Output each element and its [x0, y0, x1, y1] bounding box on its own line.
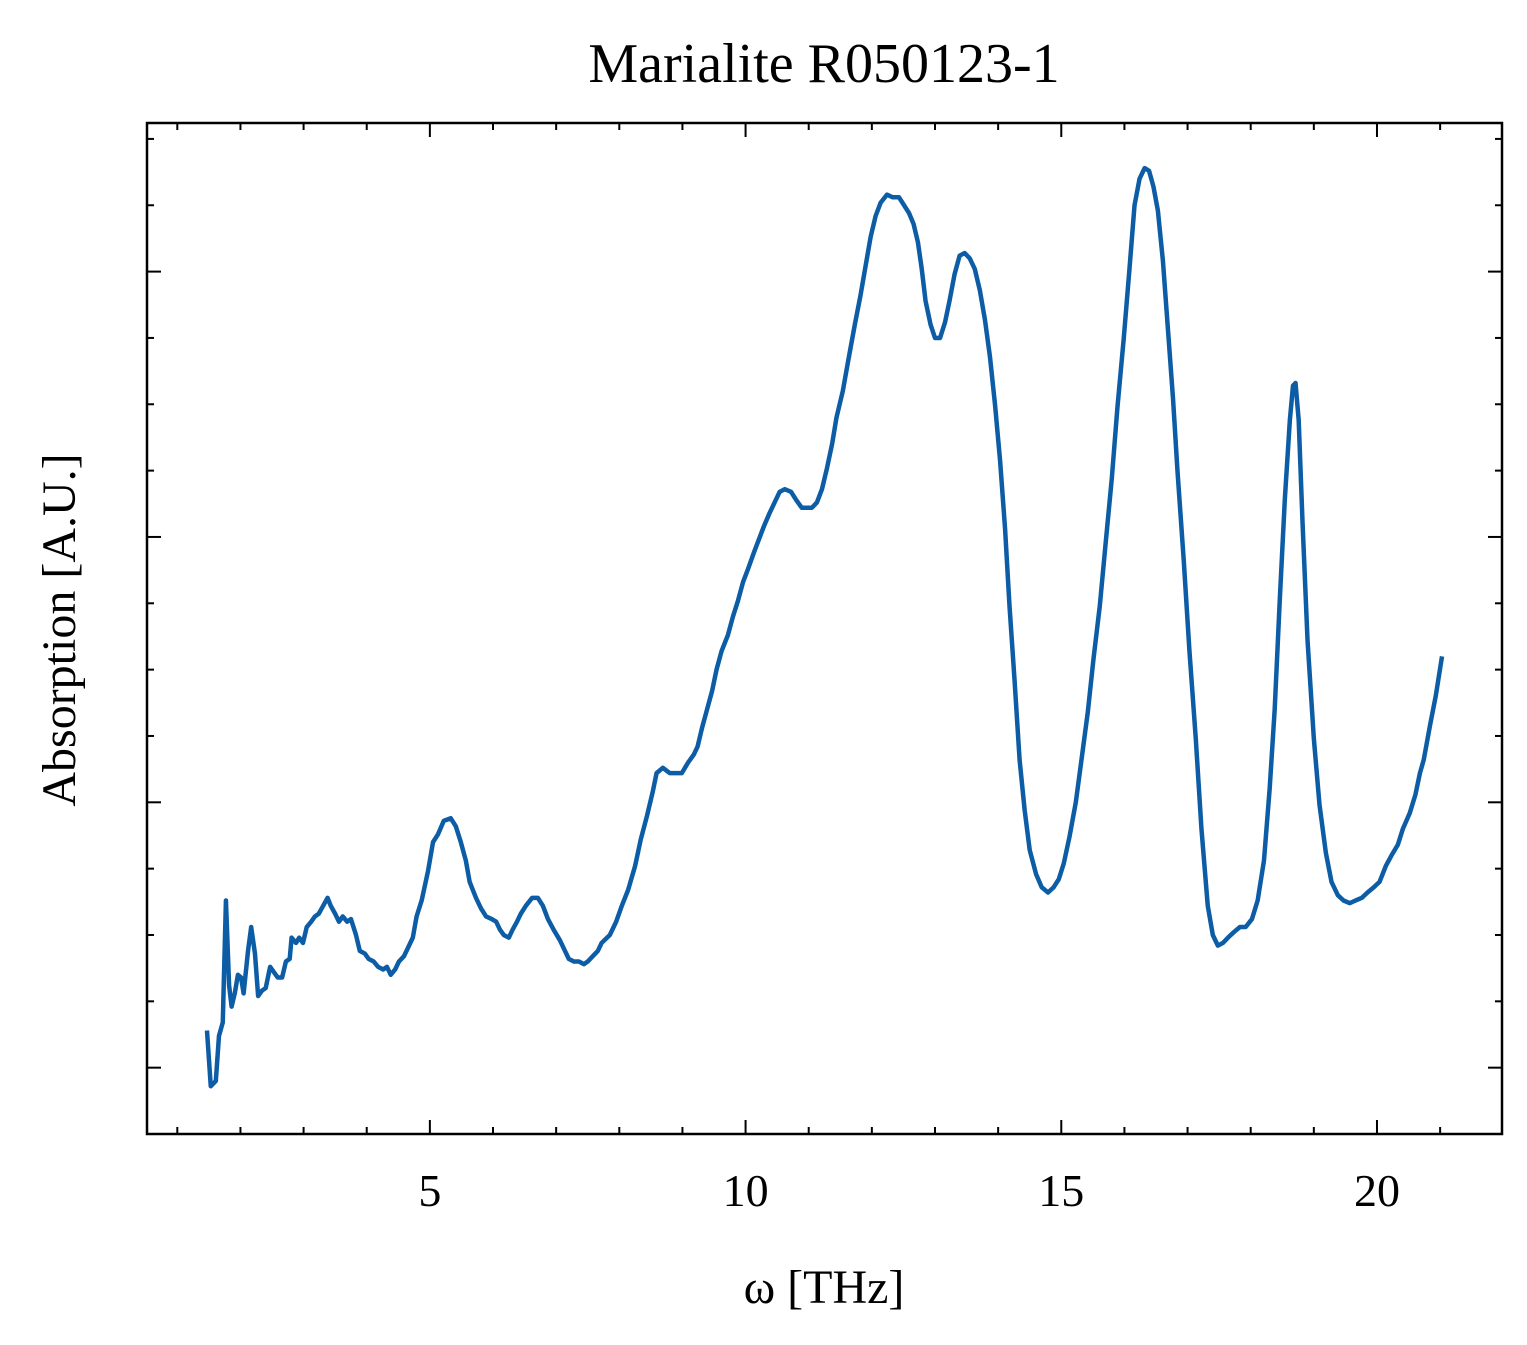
x-tick-label: 5: [418, 1165, 441, 1216]
data-line: [204, 165, 1445, 1089]
x-axis-label: ω [THz]: [744, 1261, 905, 1314]
y-axis-label: Absorption [A.U.]: [33, 453, 86, 806]
plot-frame: [145, 121, 1504, 1136]
x-tick-label: 15: [1038, 1165, 1084, 1216]
chart-title: Marialite R050123-1: [588, 33, 1059, 95]
x-tick-label: 20: [1354, 1165, 1400, 1216]
x-tick-label: 10: [723, 1165, 769, 1216]
